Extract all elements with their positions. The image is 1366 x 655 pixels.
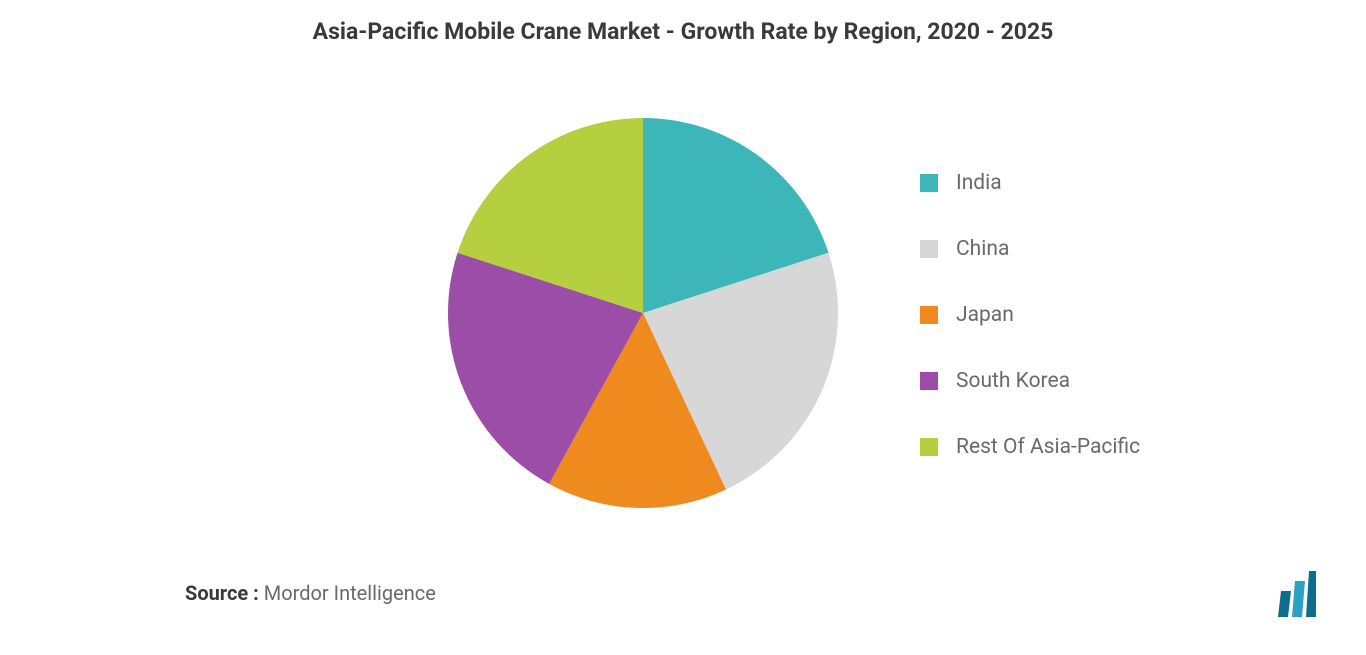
legend-swatch-icon [920, 438, 938, 456]
chart-legend: India China Japan South Korea Rest Of Asia-P… [920, 171, 1140, 459]
legend-item-japan: Japan [920, 303, 1140, 327]
chart-title: Asia-Pacific Mobile Crane Market - Growt… [0, 0, 1366, 45]
legend-label: India [956, 171, 1002, 195]
source-value: Mordor Intelligence [264, 581, 436, 605]
legend-label: Rest Of Asia-Pacific [956, 435, 1140, 459]
legend-label: South Korea [956, 369, 1070, 393]
legend-swatch-icon [920, 372, 938, 390]
legend-item-china: China [920, 237, 1140, 261]
legend-label: China [956, 237, 1009, 261]
mordor-intelligence-logo-icon [1278, 571, 1316, 617]
legend-label: Japan [956, 303, 1014, 327]
chart-container: India China Japan South Korea Rest Of Asia-P… [0, 65, 1366, 565]
legend-swatch-icon [920, 306, 938, 324]
legend-swatch-icon [920, 174, 938, 192]
source-label: Source : [185, 581, 259, 605]
legend-item-south-korea: South Korea [920, 369, 1140, 393]
legend-item-india: India [920, 171, 1140, 195]
legend-item-rest-of-asia-pacific: Rest Of Asia-Pacific [920, 435, 1140, 459]
pie-chart [443, 113, 843, 517]
legend-swatch-icon [920, 240, 938, 258]
source-attribution: Source : Mordor Intelligence [185, 581, 436, 605]
logo-bars-icon [1278, 571, 1316, 617]
